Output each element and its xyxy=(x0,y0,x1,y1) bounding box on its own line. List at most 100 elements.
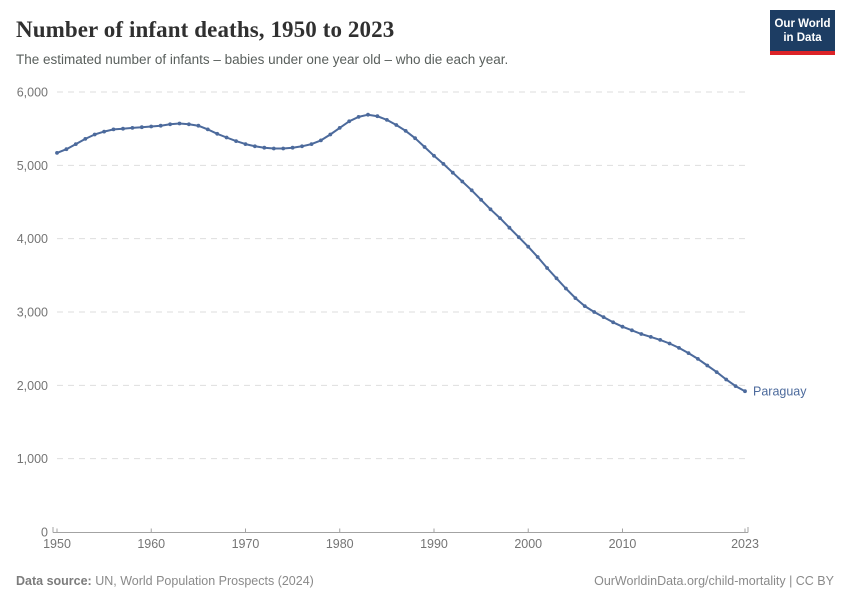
y-tick-label: 5,000 xyxy=(17,159,48,173)
data-source: Data source: UN, World Population Prospe… xyxy=(16,574,314,588)
data-point xyxy=(545,266,549,270)
y-tick-label: 4,000 xyxy=(17,232,48,246)
data-point xyxy=(347,119,352,124)
x-tick-label: 1950 xyxy=(43,537,71,551)
chart-header: Number of infant deaths, 1950 to 2023 Th… xyxy=(16,16,750,68)
data-point xyxy=(234,139,239,144)
data-point xyxy=(130,126,135,130)
credit-link: OurWorldinData.org/child-mortality | CC … xyxy=(594,574,834,588)
data-point xyxy=(696,357,700,361)
y-tick-label: 0 xyxy=(41,526,48,540)
data-point xyxy=(620,324,625,329)
data-point xyxy=(196,123,201,128)
data-point xyxy=(121,126,125,131)
data-point xyxy=(319,138,323,143)
data-point xyxy=(460,179,465,184)
data-point xyxy=(564,286,568,291)
x-tick-label: 1970 xyxy=(232,537,260,551)
data-point xyxy=(243,142,248,147)
data-point xyxy=(630,328,634,333)
data-source-label: Data source: xyxy=(16,574,92,588)
data-point xyxy=(403,129,408,133)
data-point xyxy=(139,125,144,130)
x-tick-label: 2000 xyxy=(514,537,542,551)
data-point xyxy=(601,315,606,319)
data-point xyxy=(432,153,436,158)
chart-footer: Data source: UN, World Population Prospe… xyxy=(0,574,850,588)
data-point xyxy=(648,335,653,339)
data-point xyxy=(271,146,276,151)
data-point xyxy=(658,338,663,342)
data-point xyxy=(394,123,399,127)
y-tick-label: 6,000 xyxy=(17,86,48,100)
data-point xyxy=(356,115,361,119)
data-point xyxy=(73,142,78,147)
x-tick-label: 1990 xyxy=(420,537,448,551)
data-point xyxy=(639,332,644,336)
data-point xyxy=(743,389,747,394)
data-point xyxy=(479,197,483,202)
data-point xyxy=(111,127,116,132)
data-point xyxy=(526,244,531,249)
x-tick-label: 2010 xyxy=(609,537,637,551)
x-tick-label: 1980 xyxy=(326,537,354,551)
data-point xyxy=(55,151,59,155)
data-point xyxy=(686,351,691,355)
data-point xyxy=(158,123,163,128)
series-end-label: Paraguay xyxy=(753,385,807,399)
data-point xyxy=(488,207,493,212)
data-point xyxy=(667,341,672,346)
data-point xyxy=(64,147,69,152)
data-point xyxy=(300,144,304,149)
data-point xyxy=(168,122,173,127)
data-point xyxy=(281,146,286,151)
data-point xyxy=(328,132,333,137)
data-point xyxy=(516,235,521,240)
data-point xyxy=(215,131,220,136)
data-point xyxy=(573,296,578,300)
y-tick-label: 3,000 xyxy=(17,306,48,320)
data-point xyxy=(92,132,97,137)
data-point xyxy=(205,127,210,132)
data-point xyxy=(309,142,314,147)
series-line xyxy=(56,113,746,393)
data-point xyxy=(224,135,229,140)
data-point xyxy=(262,145,267,150)
data-point xyxy=(592,310,597,314)
data-point xyxy=(177,121,182,126)
data-point xyxy=(253,144,257,149)
y-tick-label: 1,000 xyxy=(17,452,48,466)
data-point xyxy=(724,377,729,382)
data-point xyxy=(705,363,710,368)
data-point xyxy=(337,126,342,130)
owid-logo-line2: in Data xyxy=(783,32,822,44)
data-point xyxy=(149,124,154,129)
data-point xyxy=(83,137,88,141)
data-point xyxy=(422,145,427,149)
x-tick-label: 2023 xyxy=(731,537,759,551)
owid-logo-line1: Our World xyxy=(774,18,831,30)
data-point xyxy=(187,122,191,127)
data-point xyxy=(611,320,615,325)
data-point xyxy=(375,114,380,119)
data-source-text: UN, World Population Prospects (2024) xyxy=(91,574,314,588)
owid-logo: Our World in Data xyxy=(770,10,835,55)
data-point xyxy=(535,255,540,259)
data-point xyxy=(733,384,738,388)
data-point xyxy=(554,276,559,281)
chart-title: Number of infant deaths, 1950 to 2023 xyxy=(16,17,395,42)
data-point xyxy=(102,129,106,134)
chart-subtitle: The estimated number of infants – babies… xyxy=(16,52,509,67)
data-point xyxy=(413,136,417,141)
x-tick-label: 1960 xyxy=(137,537,165,551)
data-point xyxy=(385,118,389,122)
data-point xyxy=(582,304,587,308)
data-point xyxy=(450,170,455,175)
data-point xyxy=(366,112,370,117)
data-point xyxy=(498,216,502,221)
data-point xyxy=(507,225,512,230)
data-point xyxy=(441,162,446,166)
data-point xyxy=(290,145,295,150)
